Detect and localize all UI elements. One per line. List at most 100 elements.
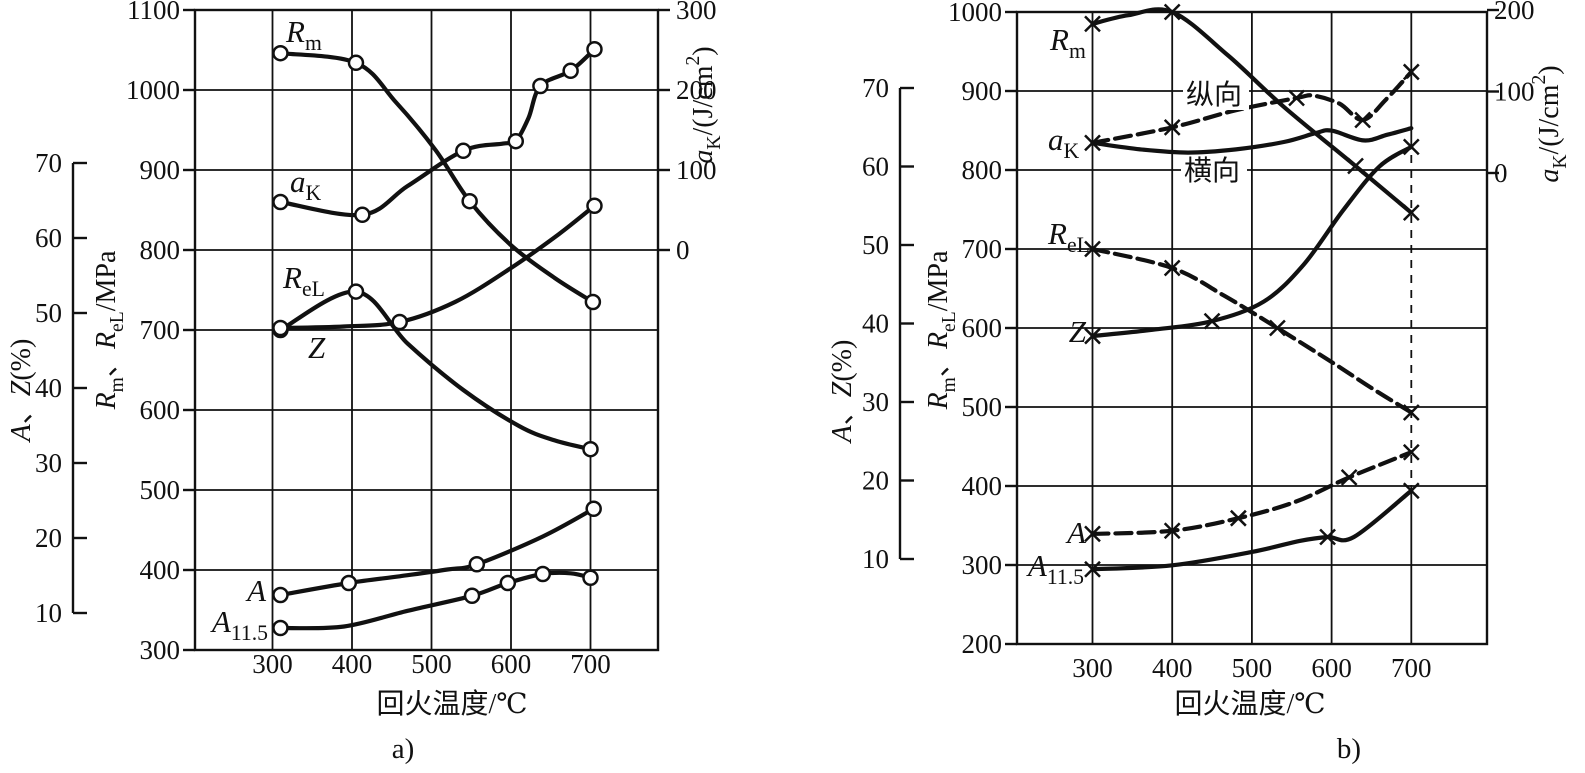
- series-z-marker: [1203, 312, 1221, 330]
- left-inner-axis: 1100 1000 900 800 700 600 500 400 300: [126, 0, 195, 665]
- series-rm-marker: [347, 54, 365, 72]
- markers: [272, 40, 603, 637]
- mpa-tick-label: 300: [140, 635, 181, 665]
- chart-caption: a): [392, 733, 415, 765]
- x-axis-title: 回火温度/℃: [1174, 688, 1325, 720]
- annotation-label: 纵向: [1186, 79, 1242, 111]
- series-a_el-marker: [1402, 443, 1420, 461]
- ak-tick-label: 100: [676, 155, 717, 185]
- series-a_el-curve: [1090, 450, 1414, 536]
- x-tick-label: 400: [1152, 653, 1193, 683]
- x-tick-label: 500: [411, 649, 452, 679]
- series-a115-marker: [534, 565, 552, 583]
- right-axis-title: aK/(J/cm2): [683, 46, 725, 163]
- series-ak-curve: [278, 47, 597, 218]
- ak-tick-label: 200: [1494, 0, 1535, 25]
- mpa-tick-label: 200: [962, 629, 1003, 659]
- series-rm-marker: [1084, 15, 1101, 33]
- left-outer-axis-title: A、Z(%): [827, 340, 858, 445]
- series-ak-marker: [532, 77, 549, 95]
- x-tick-label: 700: [1391, 653, 1432, 683]
- left-inner-axis-title: Rm、ReL/MPa: [923, 250, 960, 410]
- series-ak_long-marker: [1288, 89, 1305, 107]
- series-a_el-marker: [340, 574, 358, 592]
- series-a115-marker: [1084, 560, 1101, 578]
- series-label-a115: A11.5: [1026, 548, 1084, 589]
- mpa-tick-label: 500: [962, 392, 1003, 422]
- x-axis: 300 400 500 600 700: [252, 649, 611, 679]
- mpa-tick-label: 800: [962, 155, 1003, 185]
- ak-tick-label: 100: [1494, 77, 1535, 107]
- mpa-tick-label: 1000: [126, 75, 180, 105]
- series-ak_trans-curve: [1090, 126, 1414, 155]
- mpa-tick-label: 400: [140, 555, 181, 585]
- right-axis-title: aK/(J/cm2): [1529, 65, 1571, 182]
- left-outer-axis: 70 60 50 40 30 20 10: [862, 73, 914, 574]
- series-z-curve: [1090, 144, 1414, 339]
- series-a115-marker: [463, 587, 481, 604]
- right-axis: 300 200 100 0: [658, 0, 717, 265]
- chart-b: 1000900800700600500400300200Rm、ReL/MPa70…: [827, 0, 1571, 765]
- az-tick-label: 30: [862, 387, 889, 417]
- series-ak-marker: [455, 142, 472, 160]
- series-a115-marker: [1319, 528, 1336, 546]
- x-tick-label: 400: [332, 649, 373, 679]
- mpa-tick-label: 600: [140, 395, 181, 425]
- series-a115-marker: [1402, 482, 1420, 500]
- left-outer-axis: 70 60 50 40 30 20 10: [35, 148, 87, 628]
- series-a115-marker: [582, 569, 599, 586]
- series-z-marker: [391, 313, 408, 331]
- series-ak_long-marker: [1163, 118, 1181, 136]
- left-inner-axis-title: Rm、ReL/MPa: [91, 250, 128, 410]
- series-rel-marker: [1163, 259, 1181, 277]
- series-rm-marker: [461, 192, 478, 210]
- series-rel-curve: [278, 289, 593, 452]
- left-outer-axis-title: A、Z(%): [6, 339, 37, 444]
- series-rm-marker: [1347, 157, 1364, 175]
- series-z-marker: [1084, 327, 1101, 345]
- x-tick-label: 300: [252, 649, 293, 679]
- series-label-a115: A11.5: [210, 604, 268, 645]
- az-tick-label: 10: [35, 598, 62, 628]
- series-z-marker: [1402, 138, 1420, 156]
- ak-tick-label: 300: [676, 0, 717, 25]
- mpa-tick-label: 700: [962, 234, 1003, 264]
- series-label-a_el: A: [245, 573, 267, 608]
- az-tick-label: 10: [862, 544, 889, 574]
- series-rm-marker: [272, 44, 289, 62]
- series-label-rm: Rm: [1049, 22, 1086, 63]
- series-a_el-marker: [585, 500, 602, 517]
- series-a_el-marker: [468, 556, 486, 573]
- mpa-tick-label: 300: [962, 550, 1003, 580]
- series-rel-marker: [1402, 404, 1420, 421]
- mpa-tick-label: 500: [140, 475, 181, 505]
- az-tick-label: 50: [862, 230, 889, 260]
- az-tick-label: 20: [35, 523, 62, 553]
- x-tick-label: 700: [570, 649, 611, 679]
- series-ak-marker: [562, 62, 579, 80]
- az-tick-label: 30: [35, 448, 62, 478]
- series-ak_long-curve: [1090, 69, 1414, 145]
- chart-caption: b): [1337, 733, 1361, 765]
- az-tick-label: 60: [35, 223, 62, 253]
- series-a_el-marker: [1163, 522, 1181, 540]
- ak-tick-label: 200: [676, 75, 717, 105]
- series-label-rm: Rm: [285, 14, 322, 55]
- series-z-marker: [272, 319, 289, 337]
- x-tick-label: 500: [1232, 653, 1273, 683]
- markers: [1084, 3, 1420, 578]
- series-a_el-curve: [278, 506, 596, 598]
- series-label-a_el: A: [1065, 515, 1087, 550]
- series-z-curve: [278, 203, 597, 331]
- series-label-ak: aK: [290, 164, 322, 205]
- series-rel-curve: [1090, 246, 1414, 415]
- annotation-label: 横向: [1184, 155, 1240, 187]
- series-ak-marker: [272, 193, 289, 211]
- mpa-tick-label: 600: [962, 313, 1003, 343]
- series-a115-curve: [278, 570, 593, 631]
- series-rel-marker: [1269, 319, 1286, 337]
- az-tick-label: 40: [35, 373, 62, 403]
- series-z-marker: [586, 197, 603, 214]
